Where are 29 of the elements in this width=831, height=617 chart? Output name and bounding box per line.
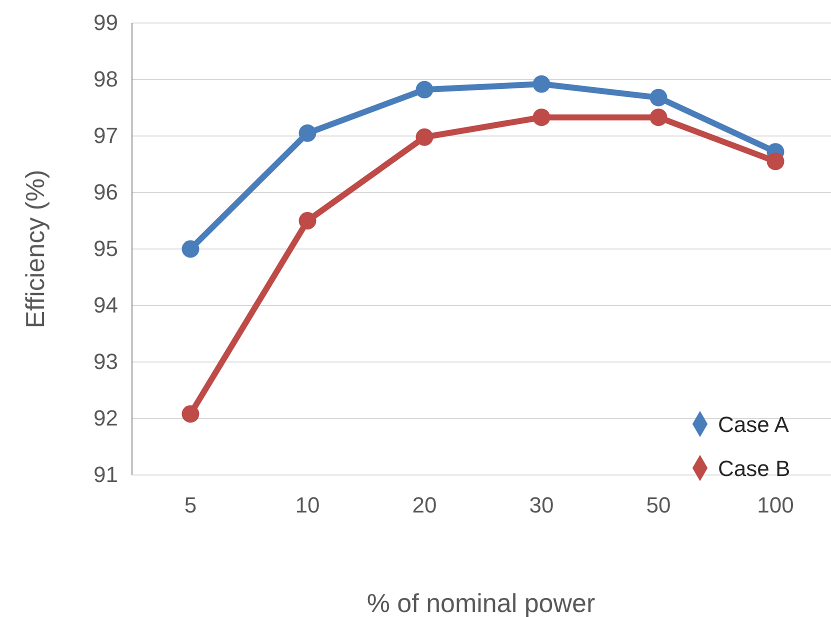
y-tick-label: 92 xyxy=(94,406,118,431)
point xyxy=(416,128,434,146)
x-tick-label: 5 xyxy=(184,492,197,518)
point xyxy=(298,124,316,142)
x-tick-label: 10 xyxy=(295,492,320,518)
x-tick-label: 50 xyxy=(646,492,671,518)
y-tick-label: 94 xyxy=(94,292,118,318)
point xyxy=(766,152,784,170)
point xyxy=(650,108,668,126)
y-tick-label: 97 xyxy=(94,123,118,148)
y-tick-label: 91 xyxy=(94,462,118,488)
x-tick-label: 100 xyxy=(757,492,794,518)
point xyxy=(182,240,200,258)
point xyxy=(532,75,550,93)
y-tick-label: 93 xyxy=(94,349,118,374)
y-tick-label: 99 xyxy=(94,10,118,36)
legend-label: Case B xyxy=(718,456,790,481)
x-tick-label: 20 xyxy=(412,492,437,518)
y-axis-title: Efficiency (%) xyxy=(20,170,50,328)
point xyxy=(298,212,316,230)
point xyxy=(650,88,668,106)
legend-label: Case A xyxy=(718,412,790,437)
y-tick-label: 96 xyxy=(94,180,118,205)
point xyxy=(532,108,550,126)
y-tick-label: 98 xyxy=(94,66,118,92)
point xyxy=(416,80,434,98)
point xyxy=(182,405,200,423)
x-tick-label: 30 xyxy=(529,492,554,518)
y-tick-label: 95 xyxy=(94,236,118,262)
